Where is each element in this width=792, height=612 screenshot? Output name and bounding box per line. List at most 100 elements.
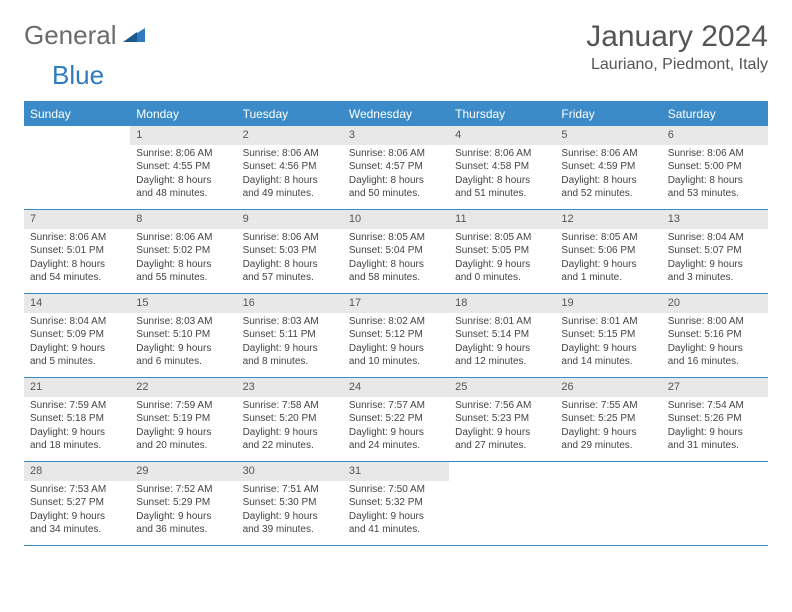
cell-body: Sunrise: 8:04 AMSunset: 5:07 PMDaylight:…: [662, 229, 768, 291]
sunrise-line: Sunrise: 7:53 AM: [30, 483, 124, 497]
calendar-cell: 8Sunrise: 8:06 AMSunset: 5:02 PMDaylight…: [130, 210, 236, 294]
sunrise-line: Sunrise: 7:59 AM: [136, 399, 230, 413]
sunrise-line: Sunrise: 8:06 AM: [243, 147, 337, 161]
sunrise-line: Sunrise: 7:52 AM: [136, 483, 230, 497]
day-number: 13: [662, 210, 768, 229]
sunset-line: Sunset: 5:27 PM: [30, 496, 124, 510]
calendar-cell: 31Sunrise: 7:50 AMSunset: 5:32 PMDayligh…: [343, 462, 449, 546]
day-number: 31: [343, 462, 449, 481]
dl2-line: and 54 minutes.: [30, 271, 124, 285]
sunrise-line: Sunrise: 8:06 AM: [668, 147, 762, 161]
day-header: Thursday: [449, 102, 555, 126]
day-number: 4: [449, 126, 555, 145]
sunrise-line: Sunrise: 8:00 AM: [668, 315, 762, 329]
cell-body: Sunrise: 8:06 AMSunset: 5:03 PMDaylight:…: [237, 229, 343, 291]
calendar-cell: 4Sunrise: 8:06 AMSunset: 4:58 PMDaylight…: [449, 126, 555, 210]
sunset-line: Sunset: 5:32 PM: [349, 496, 443, 510]
calendar-cell: 25Sunrise: 7:56 AMSunset: 5:23 PMDayligh…: [449, 378, 555, 462]
dl2-line: and 24 minutes.: [349, 439, 443, 453]
day-header: Monday: [130, 102, 236, 126]
dl1-line: Daylight: 9 hours: [668, 258, 762, 272]
sunset-line: Sunset: 5:14 PM: [455, 328, 549, 342]
dl1-line: Daylight: 9 hours: [243, 342, 337, 356]
day-number: 16: [237, 294, 343, 313]
day-number: 5: [555, 126, 661, 145]
dl2-line: and 1 minute.: [561, 271, 655, 285]
dl2-line: and 6 minutes.: [136, 355, 230, 369]
sunrise-line: Sunrise: 8:01 AM: [455, 315, 549, 329]
dl2-line: and 51 minutes.: [455, 187, 549, 201]
sunset-line: Sunset: 5:05 PM: [455, 244, 549, 258]
cell-body: Sunrise: 8:05 AMSunset: 5:04 PMDaylight:…: [343, 229, 449, 291]
sunset-line: Sunset: 4:55 PM: [136, 160, 230, 174]
dl2-line: and 10 minutes.: [349, 355, 443, 369]
day-header: Wednesday: [343, 102, 449, 126]
day-number: 17: [343, 294, 449, 313]
cell-body: Sunrise: 7:57 AMSunset: 5:22 PMDaylight:…: [343, 397, 449, 459]
sunrise-line: Sunrise: 8:06 AM: [243, 231, 337, 245]
cell-body: Sunrise: 8:00 AMSunset: 5:16 PMDaylight:…: [662, 313, 768, 375]
calendar-cell: [24, 126, 130, 210]
sunrise-line: Sunrise: 8:03 AM: [136, 315, 230, 329]
calendar-grid: SundayMondayTuesdayWednesdayThursdayFrid…: [24, 101, 768, 546]
day-number: [24, 126, 130, 142]
sunset-line: Sunset: 5:18 PM: [30, 412, 124, 426]
calendar-cell: 24Sunrise: 7:57 AMSunset: 5:22 PMDayligh…: [343, 378, 449, 462]
cell-body: Sunrise: 8:05 AMSunset: 5:06 PMDaylight:…: [555, 229, 661, 291]
dl2-line: and 3 minutes.: [668, 271, 762, 285]
calendar-cell: 3Sunrise: 8:06 AMSunset: 4:57 PMDaylight…: [343, 126, 449, 210]
day-number: 18: [449, 294, 555, 313]
dl1-line: Daylight: 9 hours: [561, 342, 655, 356]
calendar-cell: 16Sunrise: 8:03 AMSunset: 5:11 PMDayligh…: [237, 294, 343, 378]
dl1-line: Daylight: 8 hours: [136, 258, 230, 272]
calendar-cell: 26Sunrise: 7:55 AMSunset: 5:25 PMDayligh…: [555, 378, 661, 462]
sunrise-line: Sunrise: 8:06 AM: [136, 231, 230, 245]
dl1-line: Daylight: 9 hours: [30, 510, 124, 524]
cell-body: Sunrise: 7:56 AMSunset: 5:23 PMDaylight:…: [449, 397, 555, 459]
cell-body: Sunrise: 8:06 AMSunset: 4:57 PMDaylight:…: [343, 145, 449, 207]
day-number: 30: [237, 462, 343, 481]
cell-body: Sunrise: 8:06 AMSunset: 4:59 PMDaylight:…: [555, 145, 661, 207]
calendar-cell: [555, 462, 661, 546]
dl2-line: and 41 minutes.: [349, 523, 443, 537]
logo-text-general: General: [24, 20, 117, 51]
cell-body: Sunrise: 7:58 AMSunset: 5:20 PMDaylight:…: [237, 397, 343, 459]
day-number: 28: [24, 462, 130, 481]
calendar-cell: 20Sunrise: 8:00 AMSunset: 5:16 PMDayligh…: [662, 294, 768, 378]
calendar-cell: 5Sunrise: 8:06 AMSunset: 4:59 PMDaylight…: [555, 126, 661, 210]
dl2-line: and 27 minutes.: [455, 439, 549, 453]
sunrise-line: Sunrise: 8:04 AM: [668, 231, 762, 245]
day-header: Friday: [555, 102, 661, 126]
sunset-line: Sunset: 5:30 PM: [243, 496, 337, 510]
sunset-line: Sunset: 5:04 PM: [349, 244, 443, 258]
dl2-line: and 22 minutes.: [243, 439, 337, 453]
dl1-line: Daylight: 9 hours: [561, 258, 655, 272]
sunset-line: Sunset: 5:20 PM: [243, 412, 337, 426]
sunrise-line: Sunrise: 8:06 AM: [30, 231, 124, 245]
dl1-line: Daylight: 9 hours: [668, 426, 762, 440]
day-number: [449, 462, 555, 478]
sunrise-line: Sunrise: 8:04 AM: [30, 315, 124, 329]
sunset-line: Sunset: 5:23 PM: [455, 412, 549, 426]
day-number: 8: [130, 210, 236, 229]
sunrise-line: Sunrise: 8:06 AM: [349, 147, 443, 161]
day-number: 24: [343, 378, 449, 397]
day-number: 19: [555, 294, 661, 313]
dl2-line: and 31 minutes.: [668, 439, 762, 453]
day-number: 3: [343, 126, 449, 145]
day-number: 2: [237, 126, 343, 145]
sunset-line: Sunset: 5:10 PM: [136, 328, 230, 342]
dl2-line: and 18 minutes.: [30, 439, 124, 453]
dl2-line: and 29 minutes.: [561, 439, 655, 453]
day-number: 21: [24, 378, 130, 397]
dl1-line: Daylight: 9 hours: [30, 342, 124, 356]
cell-body: Sunrise: 7:59 AMSunset: 5:18 PMDaylight:…: [24, 397, 130, 459]
day-number: 26: [555, 378, 661, 397]
sunset-line: Sunset: 5:07 PM: [668, 244, 762, 258]
calendar-cell: 18Sunrise: 8:01 AMSunset: 5:14 PMDayligh…: [449, 294, 555, 378]
dl1-line: Daylight: 9 hours: [349, 510, 443, 524]
dl2-line: and 57 minutes.: [243, 271, 337, 285]
dl1-line: Daylight: 9 hours: [30, 426, 124, 440]
cell-body: Sunrise: 7:51 AMSunset: 5:30 PMDaylight:…: [237, 481, 343, 543]
location: Lauriano, Piedmont, Italy: [586, 56, 768, 74]
